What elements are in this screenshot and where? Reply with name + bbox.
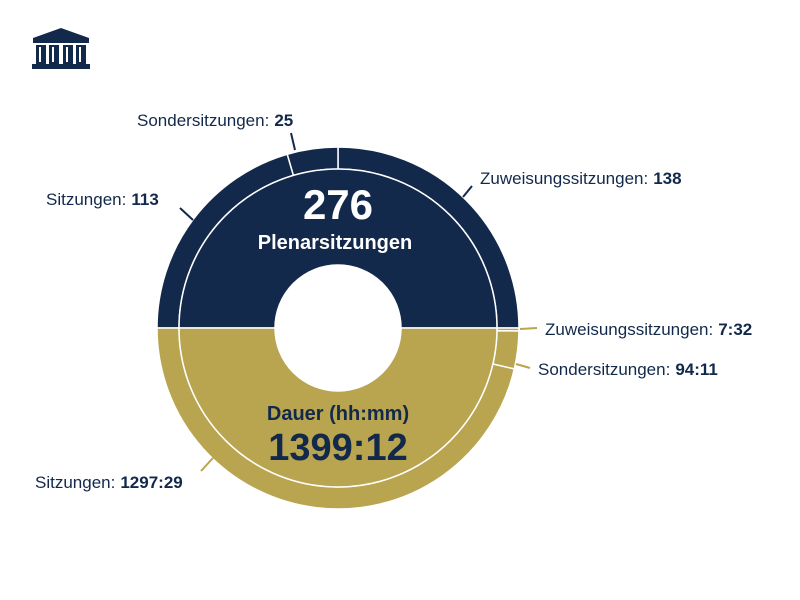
segments-layer: [156, 146, 520, 510]
callout-sondersitzungen-duration: Sondersitzungen: 94:11: [538, 360, 718, 379]
dauer-total-value: 1399:12: [268, 427, 407, 469]
plenarsitzungen-total-value: 276: [303, 181, 373, 228]
leader-zuweisungssitzungen-count: [462, 185, 473, 198]
plenarsitzungen-total-label: Plenarsitzungen: [258, 232, 412, 254]
leaders-layer: [179, 132, 538, 472]
donut-hole: [275, 265, 401, 391]
dauer-inner-half: [178, 327, 498, 488]
parliament-building-icon: [32, 28, 90, 69]
leader-sondersitzungen-duration: [515, 363, 531, 369]
plenarsitzungen-inner-half: [178, 168, 498, 329]
callout-zuweisungssitzungen-duration: Zuweisungssitzungen: 7:32: [545, 320, 752, 339]
callout-sitzungen-duration: Sitzungen: 1297:29: [35, 473, 183, 492]
callout-sondersitzungen-count: Sondersitzungen: 25: [137, 111, 293, 130]
callout-sitzungen-count: Sitzungen: 113: [46, 190, 159, 209]
leader-zuweisungssitzungen-duration: [519, 327, 538, 330]
leader-sondersitzungen-count: [290, 132, 296, 151]
dauer-total-label: Dauer (hh:mm): [267, 403, 409, 425]
leader-sitzungen-count: [179, 207, 194, 221]
callout-zuweisungssitzungen-count: Zuweisungssitzungen: 138: [480, 169, 682, 188]
leader-sitzungen-duration: [200, 457, 214, 472]
